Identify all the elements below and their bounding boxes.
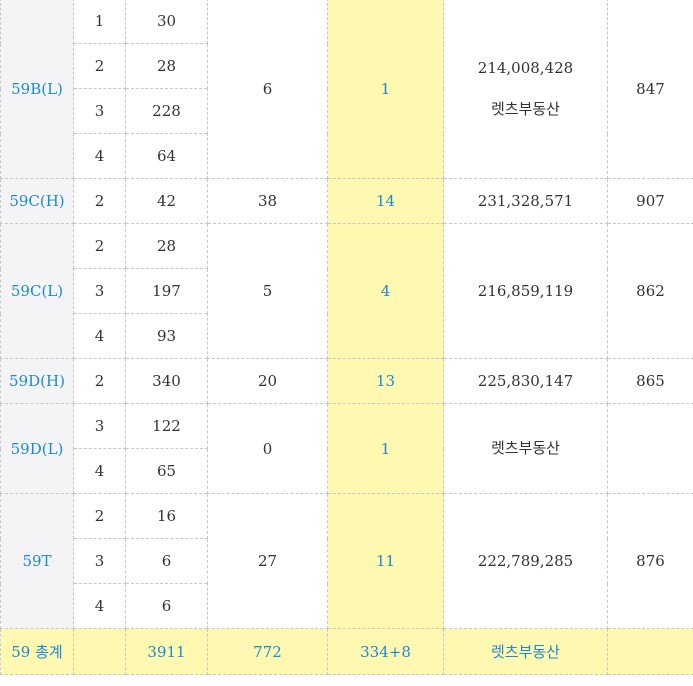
price-cell: 225,830,147 — [443, 358, 608, 404]
floor-line-cell: 2 — [73, 43, 126, 89]
floor-line-cell: 2 — [73, 178, 126, 224]
count-cell: 30 — [125, 0, 208, 44]
value-b-cell: 4 — [327, 223, 444, 359]
table-row: 2 28 — [1, 43, 693, 89]
count-cell: 65 — [125, 448, 208, 494]
value-a-cell: 5 — [207, 223, 328, 359]
value-b-cell: 14 — [327, 178, 444, 224]
table-row: 59D(H) 2 340 20 13 225,830,147 865 — [0, 358, 693, 404]
floor-line-cell: 4 — [73, 313, 126, 359]
last-value-cell: 865 — [607, 358, 693, 404]
floor-line-cell: 1 — [73, 0, 126, 44]
total-label: 59 총계 — [0, 628, 74, 675]
price-value: 222,789,285 — [477, 551, 574, 570]
value-b-cell: 13 — [327, 358, 444, 404]
total-agency: 렛츠부동산 — [443, 628, 608, 675]
value-a-cell: 27 — [207, 493, 328, 629]
total-value-b: 334+8 — [327, 628, 444, 675]
table-row: 59B(L) 1 30 6 1 214,008,428 렛츠부동산 847 — [0, 0, 693, 179]
price-cell: 231,328,571 — [443, 178, 608, 224]
price-cell: 렛츠부동산 — [443, 403, 608, 494]
table-row: 3 197 — [1, 268, 693, 314]
price-value: 216,859,119 — [477, 281, 574, 300]
floor-line-cell: 3 — [73, 268, 126, 314]
count-cell: 93 — [125, 313, 208, 359]
floor-line-cell: 2 — [73, 358, 126, 404]
value-a-cell: 6 — [207, 0, 328, 179]
unit-type-cell: 59D(H) — [0, 358, 74, 404]
agency-label: 렛츠부동산 — [490, 439, 560, 457]
count-cell: 16 — [125, 493, 208, 539]
value-a-cell: 20 — [207, 358, 328, 404]
floor-line-cell: 4 — [73, 583, 126, 629]
floor-line-cell: 3 — [73, 88, 126, 134]
price-cell: 222,789,285 — [443, 493, 608, 629]
value-a-cell: 38 — [207, 178, 328, 224]
count-cell: 197 — [125, 268, 208, 314]
floor-line-cell: 2 — [73, 223, 126, 269]
total-empty-cell — [73, 628, 126, 675]
value-b-cell: 1 — [327, 0, 444, 179]
floor-line-cell: 3 — [73, 538, 126, 584]
last-value-cell: 862 — [607, 223, 693, 359]
unit-type-cell: 59B(L) — [0, 0, 74, 179]
total-row: 59 총계 3911 772 334+8 렛츠부동산 — [0, 628, 693, 675]
total-last — [607, 628, 693, 675]
unit-type-cell: 59C(H) — [0, 178, 74, 224]
count-cell: 6 — [125, 583, 208, 629]
table-row: 59C(H) 2 42 38 14 231,328,571 907 — [0, 178, 693, 224]
count-cell: 28 — [125, 223, 208, 269]
price-value: 214,008,428 — [477, 58, 574, 77]
table-row: 59C(L) 2 28 5 4 216,859,119 862 — [0, 223, 693, 359]
price-cell: 216,859,119 — [443, 223, 608, 359]
count-cell: 122 — [125, 403, 208, 449]
table-row: 59D(L) 3 122 0 1 렛츠부동산 — [0, 403, 693, 494]
last-value-cell — [607, 403, 693, 494]
table-row: 4 93 — [1, 313, 693, 359]
count-cell: 64 — [125, 133, 208, 179]
unit-type-cell: 59T — [0, 493, 74, 629]
price-value: 231,328,571 — [477, 191, 574, 210]
agency-label: 렛츠부동산 — [490, 99, 560, 118]
value-b-cell: 1 — [327, 403, 444, 494]
floor-line-cell: 4 — [73, 448, 126, 494]
count-cell: 6 — [125, 538, 208, 584]
last-value-cell: 907 — [607, 178, 693, 224]
price-cell: 214,008,428 렛츠부동산 — [443, 0, 608, 179]
table-row: 59T 2 16 27 11 222,789,285 876 — [0, 493, 693, 629]
count-cell: 28 — [125, 43, 208, 89]
last-value-cell: 876 — [607, 493, 693, 629]
floor-line-cell: 4 — [73, 133, 126, 179]
count-cell: 42 — [125, 178, 208, 224]
count-cell: 340 — [125, 358, 208, 404]
floor-line-cell: 2 — [73, 493, 126, 539]
unit-type-cell: 59C(L) — [0, 223, 74, 359]
unit-type-cell: 59D(L) — [0, 403, 74, 494]
price-value: 225,830,147 — [477, 371, 574, 390]
table-row: 4 65 — [1, 448, 693, 494]
count-cell: 228 — [125, 88, 208, 134]
total-value-a: 772 — [207, 628, 328, 675]
last-value-cell: 847 — [607, 0, 693, 179]
value-b-cell: 11 — [327, 493, 444, 629]
value-a-cell: 0 — [207, 403, 328, 494]
total-count: 3911 — [125, 628, 208, 675]
floor-line-cell: 3 — [73, 403, 126, 449]
table-row: 3 228 — [1, 88, 693, 134]
table-row: 4 64 — [1, 133, 693, 179]
